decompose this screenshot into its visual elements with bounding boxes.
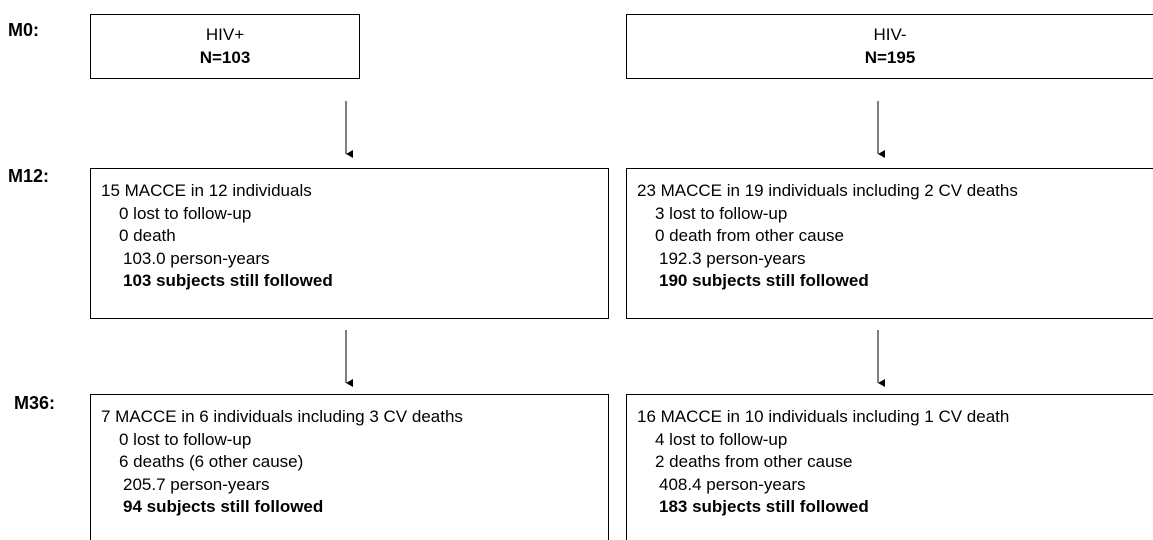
followed-line: 183 subjects still followed	[659, 497, 869, 516]
group-name: HIV-	[873, 25, 907, 44]
box-line: 205.7 person-years	[123, 474, 270, 494]
box-line: 4 lost to follow-up	[655, 429, 788, 449]
box-line: 7 MACCE in 6 individuals including 3 CV …	[101, 407, 463, 426]
box-line: 23 MACCE in 19 individuals including 2 C…	[637, 181, 1018, 200]
stage-label: M36:	[14, 393, 56, 413]
box-line: 15 MACCE in 12 individuals	[101, 181, 312, 200]
followed-line: 103 subjects still followed	[123, 271, 333, 290]
stage-box: 7 MACCE in 6 individuals including 3 CV …	[90, 394, 609, 540]
box-line: 0 death from other cause	[655, 226, 845, 245]
box-line: 0 lost to follow-up	[119, 203, 252, 223]
box-line: 2 deaths from other cause	[655, 452, 853, 471]
group-name: HIV+	[205, 25, 245, 44]
arrow-group	[345, 101, 885, 387]
stage-label: M12:	[8, 166, 50, 186]
followed-line: 94 subjects still followed	[123, 497, 324, 516]
stage-box: 16 MACCE in 10 individuals including 1 C…	[626, 394, 1153, 540]
box-line: 16 MACCE in 10 individuals including 1 C…	[637, 407, 1010, 426]
stage-label: M0:	[8, 20, 39, 40]
box-line: 0 death	[119, 226, 176, 245]
followed-line: 190 subjects still followed	[659, 271, 869, 290]
box-line: 6 deaths (6 other cause)	[119, 452, 304, 471]
box-line: 0 lost to follow-up	[119, 429, 252, 449]
group-n: N=103	[199, 48, 251, 67]
group-box: HIV+ N=103	[90, 14, 360, 79]
box-line: 103.0 person-years	[123, 248, 270, 268]
group-n: N=195	[864, 48, 916, 67]
stage-box: 15 MACCE in 12 individuals 0 lost to foll…	[90, 168, 609, 319]
group-box: HIV- N=195	[626, 14, 1153, 79]
box-line: 3 lost to follow-up	[655, 203, 788, 223]
box-line: 408.4 person-years	[659, 474, 806, 494]
box-line: 192.3 person-years	[659, 248, 806, 268]
stage-box: 23 MACCE in 19 individuals including 2 C…	[626, 168, 1153, 319]
